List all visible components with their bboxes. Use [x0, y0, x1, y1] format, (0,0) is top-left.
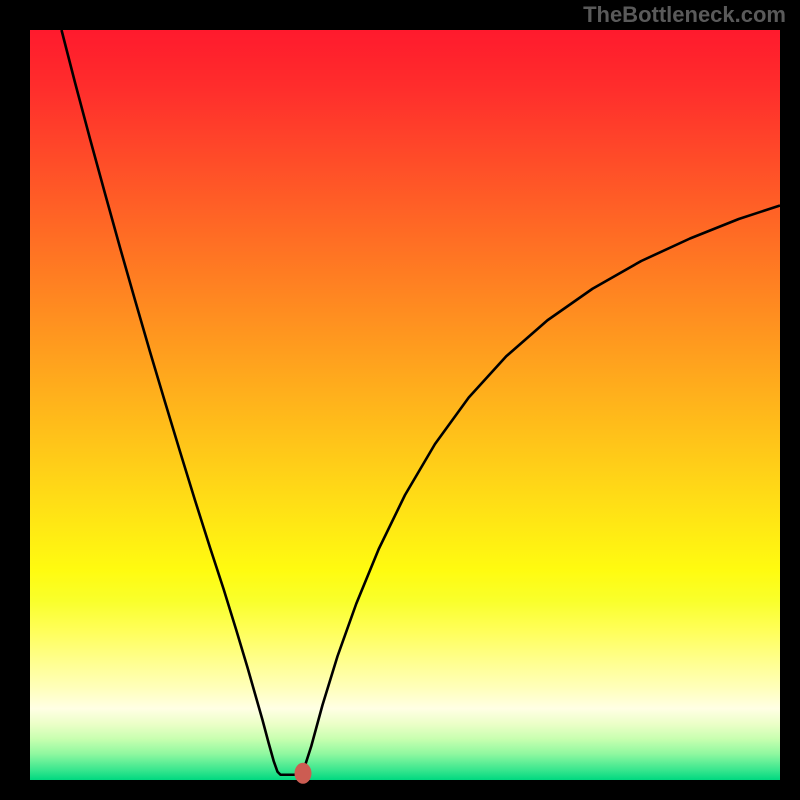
attribution-watermark: TheBottleneck.com	[583, 2, 786, 28]
chart-container: TheBottleneck.com	[0, 0, 800, 800]
optimum-marker	[295, 763, 312, 784]
bottleneck-curve	[62, 30, 781, 775]
chart-overlay-svg	[0, 0, 800, 800]
